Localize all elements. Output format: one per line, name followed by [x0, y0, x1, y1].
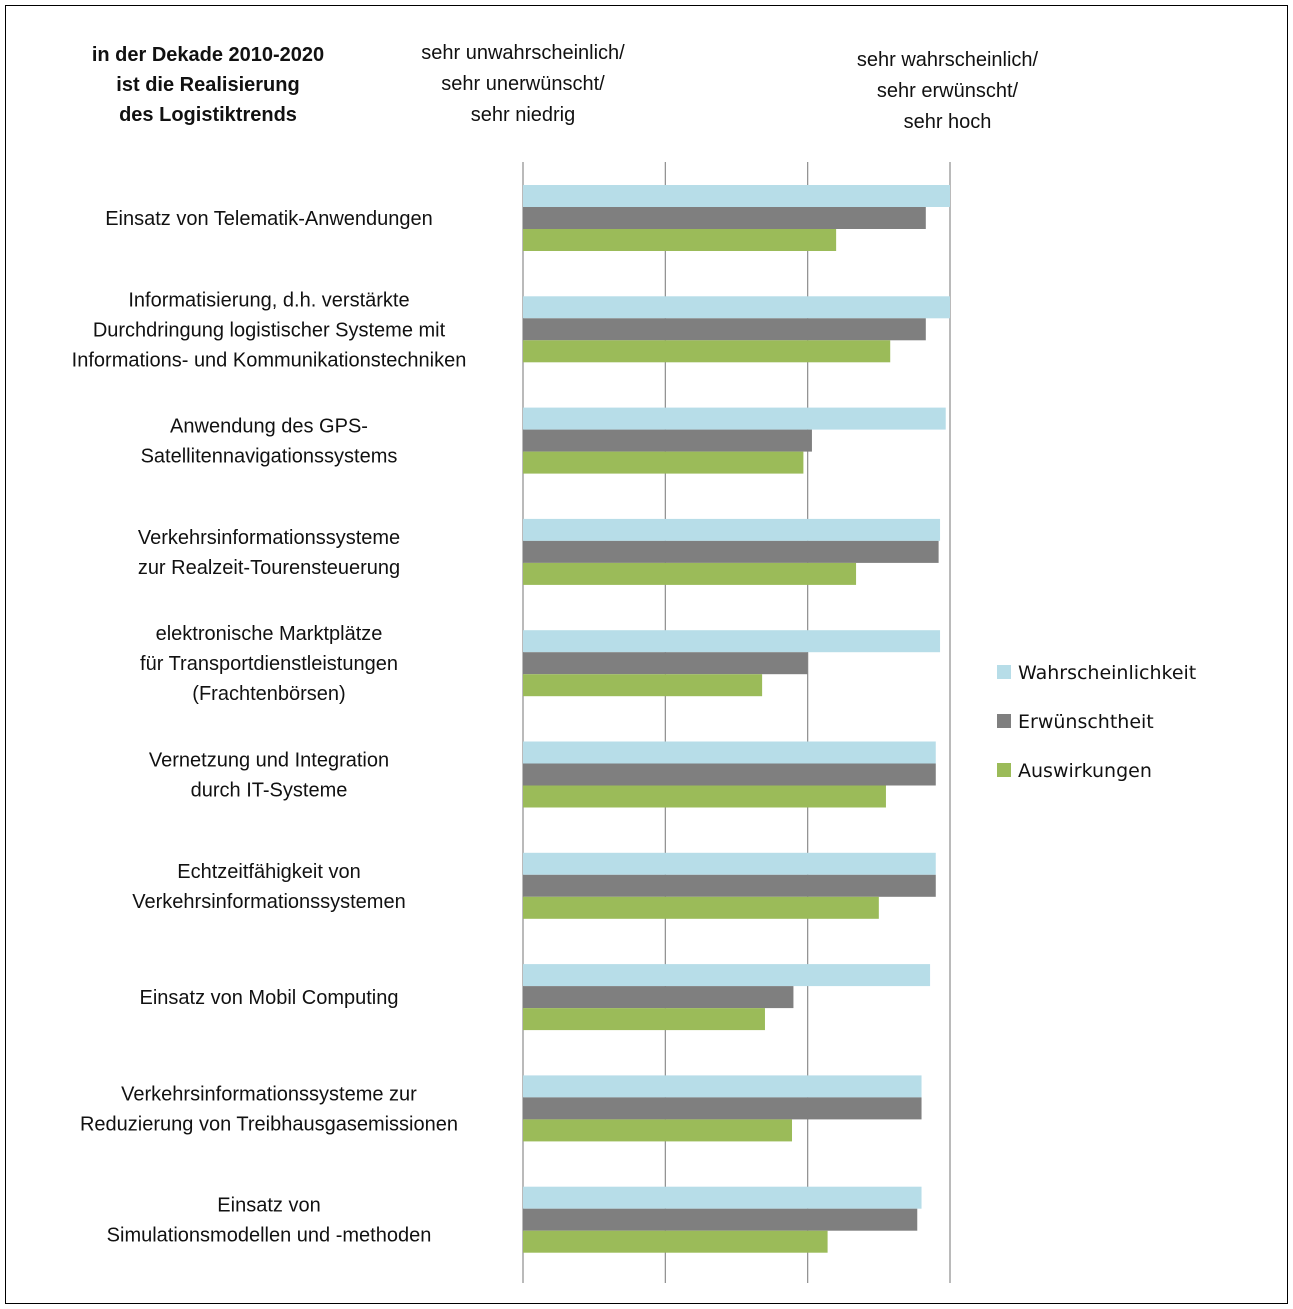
category-label: Anwendung des GPS- Satellitennavigationss…	[141, 416, 398, 468]
scale-high-line: sehr erwünscht/	[876, 80, 1019, 102]
category-label-line: für Transportdienstleistungen	[140, 653, 398, 675]
bar	[523, 451, 804, 474]
legend-label: Wahrscheinlichkeit	[1018, 662, 1196, 684]
category-label-line: Einsatz von Mobil Computing	[139, 987, 398, 1009]
bar	[523, 874, 936, 897]
category-label: Verkehrsinformationssysteme zur Realzeit-…	[138, 527, 400, 579]
legend: Wahrscheinlichkeit Erwünschtheit Auswirkun…	[997, 662, 1196, 782]
bar	[523, 518, 941, 541]
scale-high-label: sehr wahrscheinlich/ sehr erwünscht/ seh…	[805, 45, 1090, 138]
bar	[523, 1230, 828, 1253]
bar	[523, 429, 812, 452]
scale-high-line: sehr hoch	[903, 111, 992, 133]
scale-low-line: sehr niedrig	[470, 104, 576, 126]
scale-low-line: sehr unwahrscheinlich/	[421, 42, 625, 64]
category-label: Verkehrsinformationssysteme zur Reduzieru…	[80, 1083, 458, 1135]
bar	[523, 964, 931, 987]
bar	[523, 741, 936, 764]
category-label-line: Reduzierung von Treibhausgasemissionen	[80, 1113, 458, 1135]
category-labels: Einsatz von Telematik-Anwendungen Informa…	[72, 208, 467, 1247]
scale-low-line: sehr unerwünscht/	[441, 73, 605, 95]
bar	[523, 896, 879, 919]
bar	[523, 1008, 765, 1031]
category-label-line: (Frachtenbörsen)	[192, 683, 345, 705]
bar	[523, 763, 936, 786]
category-label: elektronische Marktplätze für Transportdi…	[140, 623, 398, 705]
legend-label: Auswirkungen	[1018, 760, 1152, 782]
scale-low-label: sehr unwahrscheinlich/ sehr unerwünscht/…	[383, 38, 663, 131]
category-label-line: zur Realzeit-Tourensteuerung	[138, 557, 400, 579]
category-label: Einsatz von Telematik-Anwendungen	[105, 208, 433, 230]
bar	[523, 1097, 922, 1120]
title-line: des Logistiktrends	[119, 104, 297, 126]
bars	[523, 185, 950, 1253]
bar	[523, 207, 926, 229]
bar	[523, 1208, 918, 1231]
category-label: Echtzeitfähigkeit von Verkehrsinformation…	[132, 861, 405, 913]
bar	[523, 407, 946, 430]
category-label-line: Anwendung des GPS-	[170, 416, 368, 438]
bar	[523, 785, 886, 808]
bar	[523, 630, 941, 653]
bar	[523, 296, 950, 319]
category-label: Vernetzung und Integration durch IT-Syste…	[149, 750, 389, 802]
category-label: Einsatz von Simulationsmodellen und -meth…	[107, 1195, 432, 1247]
chart-corner-title: in der Dekade 2010-2020 ist die Realisie…	[58, 40, 358, 130]
bar	[523, 1119, 793, 1142]
bar	[523, 1186, 922, 1209]
category-label: Einsatz von Mobil Computing	[139, 987, 398, 1009]
category-label-line: Vernetzung und Integration	[149, 750, 389, 772]
bar	[523, 852, 936, 875]
category-label-line: elektronische Marktplätze	[156, 623, 383, 645]
bar	[523, 540, 939, 563]
category-label-line: Echtzeitfähigkeit von	[177, 861, 360, 883]
category-label-line: Durchdringung logistischer Systeme mit	[93, 319, 446, 341]
category-label-line: Verkehrsinformationssystemen	[132, 891, 405, 913]
bar	[523, 986, 794, 1009]
category-label-line: Einsatz von Telematik-Anwendungen	[105, 208, 433, 230]
bar	[523, 318, 926, 341]
category-label-line: durch IT-Systeme	[191, 780, 348, 802]
title-line: ist die Realisierung	[116, 74, 300, 96]
category-label-line: Informatisierung, d.h. verstärkte	[128, 289, 409, 311]
legend-swatch	[997, 763, 1011, 777]
category-label: Informatisierung, d.h. verstärkte Durchdr…	[72, 289, 467, 371]
title-line: in der Dekade 2010-2020	[91, 44, 325, 66]
scale-high-line: sehr wahrscheinlich/	[856, 49, 1039, 71]
category-label-line: Informations- und Kommunikationstechnike…	[72, 349, 467, 371]
bar	[523, 185, 950, 207]
legend-swatch	[997, 714, 1011, 728]
legend-label: Erwünschtheit	[1018, 711, 1154, 733]
category-label-line: Verkehrsinformationssysteme zur	[121, 1083, 417, 1105]
bar	[523, 674, 763, 697]
category-label-line: Satellitennavigationssystems	[141, 446, 398, 468]
category-label-line: Verkehrsinformationssysteme	[138, 527, 400, 549]
bar	[523, 652, 808, 675]
chart-frame	[5, 5, 1288, 1304]
category-label-line: Einsatz von	[217, 1195, 320, 1217]
bar	[523, 1075, 922, 1098]
category-label-line: Simulationsmodellen und -methoden	[107, 1225, 432, 1247]
bar	[523, 340, 891, 363]
legend-swatch	[997, 665, 1011, 679]
bar	[523, 229, 837, 251]
bar	[523, 562, 857, 585]
